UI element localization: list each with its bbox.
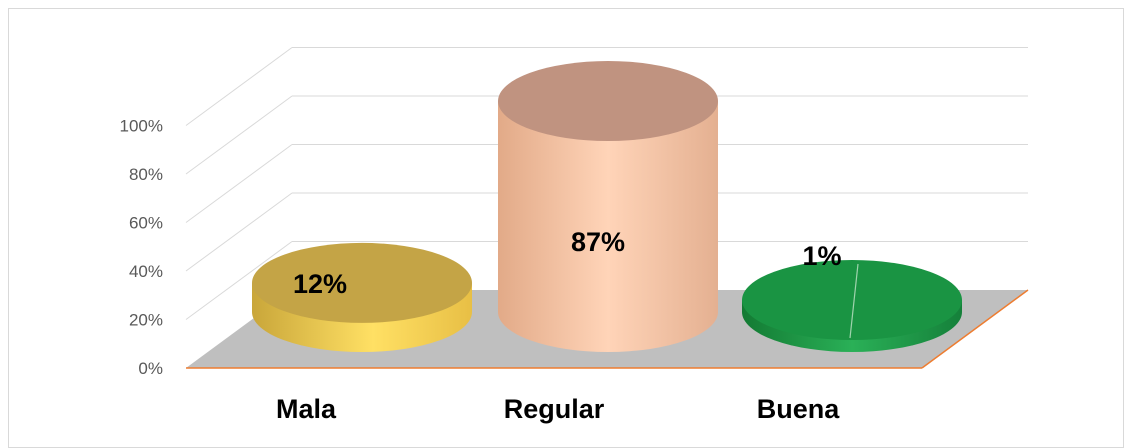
gridline-side <box>185 47 293 126</box>
bar-top <box>498 61 718 142</box>
bar-edge <box>849 263 859 339</box>
data-label: 87% <box>571 227 625 257</box>
data-label: 1% <box>802 241 841 271</box>
bar-top <box>742 260 962 340</box>
x-category-label: Buena <box>757 394 841 424</box>
gridline-side <box>185 241 293 320</box>
gridline-side <box>185 144 293 223</box>
bars: 12% 87% 1% <box>252 61 962 353</box>
x-category-label: Mala <box>276 394 337 424</box>
gridline-side <box>185 95 293 175</box>
y-tick-label: 100% <box>120 117 163 136</box>
y-tick-label: 20% <box>129 311 163 330</box>
data-label: 12% <box>293 269 347 299</box>
y-tick-label: 60% <box>129 214 163 233</box>
y-tick-label: 0% <box>138 359 163 378</box>
bar-top <box>252 242 472 323</box>
bar-body <box>498 101 718 353</box>
bar-regular: 87% <box>498 61 718 353</box>
x-axis-categories: Mala Regular Buena <box>276 394 840 424</box>
y-tick-label: 80% <box>129 165 163 184</box>
gridline-side <box>185 192 293 272</box>
y-axis-ticks: 0% 20% 40% 60% 80% 100% <box>120 117 163 379</box>
chart-svg: 0% 20% 40% 60% 80% 100% 12% 87% 1% Mala Regular B… <box>120 47 1029 424</box>
bar-mala: 12% <box>252 242 472 352</box>
x-category-label: Regular <box>504 394 605 424</box>
y-tick-label: 40% <box>129 262 163 281</box>
depth-axis-line <box>921 289 1029 369</box>
bar-buena: 1% <box>742 241 962 352</box>
